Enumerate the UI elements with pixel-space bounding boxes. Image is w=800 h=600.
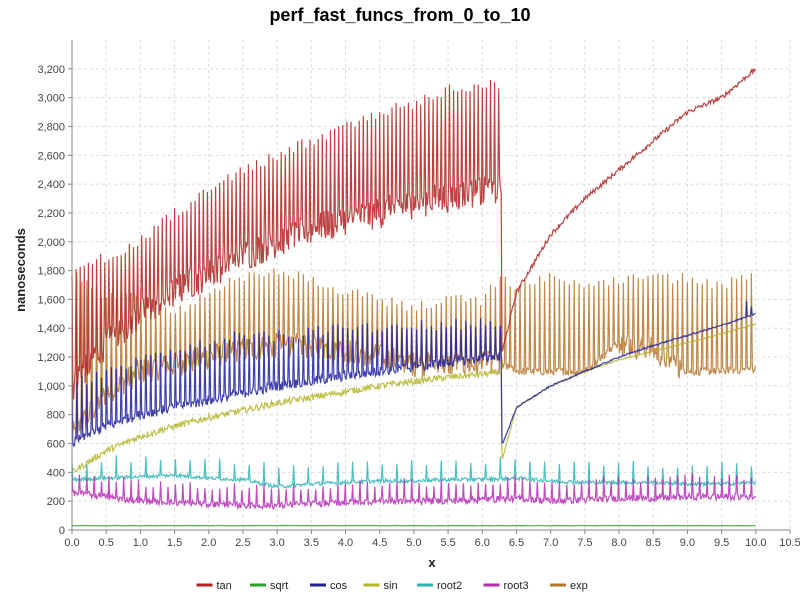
y-tick-label: 2,600 bbox=[37, 150, 65, 162]
legend-item-exp: exp bbox=[550, 580, 588, 592]
legend-label: sin bbox=[384, 580, 398, 592]
x-tick-label: 6.5 bbox=[509, 537, 524, 549]
x-tick-label: 7.5 bbox=[577, 537, 592, 549]
x-tick-label: 4.0 bbox=[338, 537, 353, 549]
y-tick-label: 2,200 bbox=[37, 208, 65, 220]
x-tick-label: 2.5 bbox=[235, 537, 250, 549]
legend-item-sqrt: sqrt bbox=[250, 580, 288, 592]
x-tick-label: 7.0 bbox=[543, 537, 558, 549]
series-line-root2 bbox=[71, 455, 757, 489]
legend-label: root2 bbox=[437, 580, 462, 592]
legend-label: exp bbox=[570, 580, 588, 592]
legend-label: sqrt bbox=[270, 580, 288, 592]
y-tick-label: 3,200 bbox=[37, 64, 65, 76]
x-tick-label: 9.5 bbox=[714, 537, 729, 549]
legend-item-cos: cos bbox=[310, 580, 348, 592]
legend-label: tan bbox=[217, 580, 232, 592]
y-axis-ticks: 0 200 400 600 800 1,000 1,200 1,400 1,600 1,800 2,… bbox=[37, 64, 72, 537]
x-axis-ticks: 0.0 0.5 1.0 1.5 2.0 2.5 3.0 3.5 4.0 4.5 5.0 5.5 6.0 6… bbox=[64, 530, 800, 549]
x-tick-label: 0.0 bbox=[64, 537, 79, 549]
y-tick-label: 200 bbox=[47, 496, 65, 508]
grid bbox=[72, 40, 791, 530]
x-tick-label: 1.5 bbox=[167, 537, 182, 549]
series-cos bbox=[71, 300, 756, 448]
x-axis-title: x bbox=[428, 555, 436, 570]
y-tick-label: 1,200 bbox=[37, 352, 65, 364]
y-tick-label: 600 bbox=[47, 439, 65, 451]
legend-item-root2: root2 bbox=[417, 580, 462, 592]
y-tick-label: 1,800 bbox=[37, 266, 65, 278]
x-tick-label: 2.0 bbox=[201, 537, 216, 549]
x-tick-label: 0.5 bbox=[99, 537, 114, 549]
legend: tan sqrt cos sin root2 root3 exp bbox=[196, 580, 588, 592]
y-axis-title: nanoseconds bbox=[13, 228, 28, 312]
y-tick-label: 2,000 bbox=[37, 237, 65, 249]
legend-item-tan: tan bbox=[196, 580, 232, 592]
y-tick-label: 1,000 bbox=[37, 381, 65, 393]
series-root2 bbox=[71, 455, 757, 489]
x-tick-label: 4.5 bbox=[372, 537, 387, 549]
y-tick-label: 3,000 bbox=[37, 93, 65, 105]
axes bbox=[71, 40, 790, 531]
y-tick-label: 0 bbox=[59, 525, 65, 537]
x-tick-label: 3.5 bbox=[304, 537, 319, 549]
series-line-cos bbox=[71, 300, 756, 448]
legend-label: root3 bbox=[504, 580, 529, 592]
series-line-root3 bbox=[71, 473, 756, 511]
y-tick-label: 400 bbox=[47, 467, 65, 479]
legend-item-sin: sin bbox=[363, 580, 398, 592]
x-tick-label: 3.0 bbox=[269, 537, 284, 549]
x-tick-label: 1.0 bbox=[133, 537, 148, 549]
series-tan bbox=[71, 67, 757, 400]
legend-label: cos bbox=[330, 580, 348, 592]
plot-area bbox=[71, 67, 757, 527]
x-tick-label: 8.0 bbox=[611, 537, 626, 549]
x-tick-label: 6.0 bbox=[475, 537, 490, 549]
chart-title: perf_fast_funcs_from_0_to_10 bbox=[269, 5, 530, 25]
legend-item-root3: root3 bbox=[483, 580, 529, 592]
x-tick-label: 5.5 bbox=[440, 537, 455, 549]
series-root3 bbox=[71, 473, 756, 511]
x-tick-label: 5.0 bbox=[406, 537, 421, 549]
y-tick-label: 800 bbox=[47, 410, 65, 422]
x-tick-label: 8.5 bbox=[646, 537, 661, 549]
y-tick-label: 2,800 bbox=[37, 121, 65, 133]
y-tick-label: 1,400 bbox=[37, 323, 65, 335]
y-tick-label: 2,400 bbox=[37, 179, 65, 191]
x-tick-label: 10.0 bbox=[745, 537, 766, 549]
y-tick-label: 1,600 bbox=[37, 294, 65, 306]
series-line-sin bbox=[71, 323, 756, 473]
x-tick-label: 9.0 bbox=[680, 537, 695, 549]
series-line-tan bbox=[71, 67, 757, 400]
x-tick-label: 10.5 bbox=[779, 537, 800, 549]
series-sin bbox=[71, 323, 756, 473]
